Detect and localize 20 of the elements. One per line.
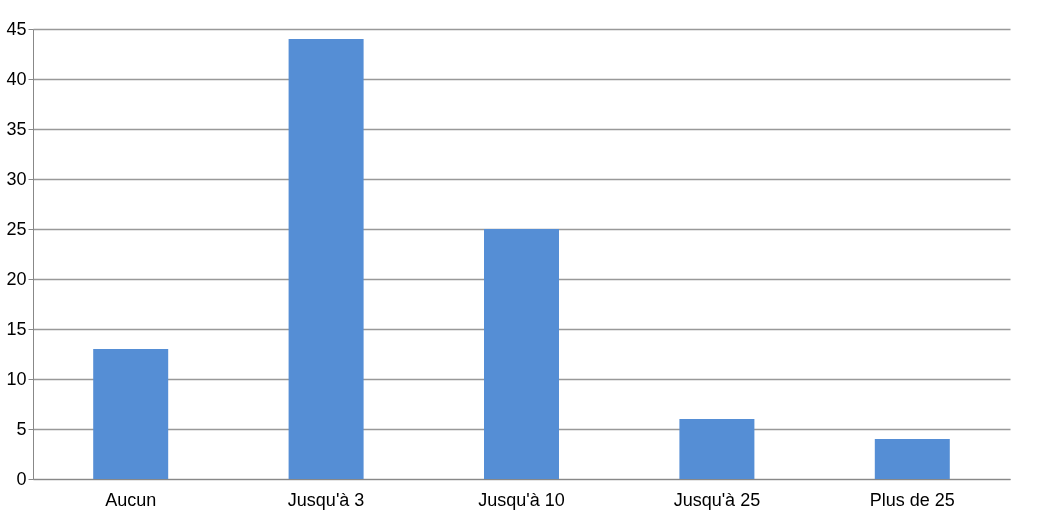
x-tick-label: Jusqu'à 25 bbox=[673, 489, 761, 510]
bar bbox=[484, 229, 559, 479]
y-tick-label: 20 bbox=[6, 268, 27, 289]
bar bbox=[874, 439, 950, 479]
y-tick-label: 15 bbox=[6, 318, 27, 339]
x-tick-label: Aucun bbox=[105, 489, 157, 510]
y-tick-label: 0 bbox=[16, 468, 27, 489]
bar bbox=[288, 39, 364, 479]
bar bbox=[93, 349, 169, 479]
bar bbox=[679, 419, 755, 479]
y-tick-label: 45 bbox=[6, 18, 27, 39]
y-tick-label: 25 bbox=[6, 218, 27, 239]
y-tick-label: 10 bbox=[6, 368, 27, 389]
x-tick-label: Plus de 25 bbox=[869, 489, 955, 510]
x-tick-label: Jusqu'à 3 bbox=[287, 489, 365, 510]
y-tick-label: 35 bbox=[6, 118, 27, 139]
y-tick-label: 30 bbox=[6, 168, 27, 189]
x-tick-label: Jusqu'à 10 bbox=[478, 489, 565, 510]
y-tick-label: 5 bbox=[16, 418, 27, 439]
y-tick-label: 40 bbox=[6, 68, 27, 89]
